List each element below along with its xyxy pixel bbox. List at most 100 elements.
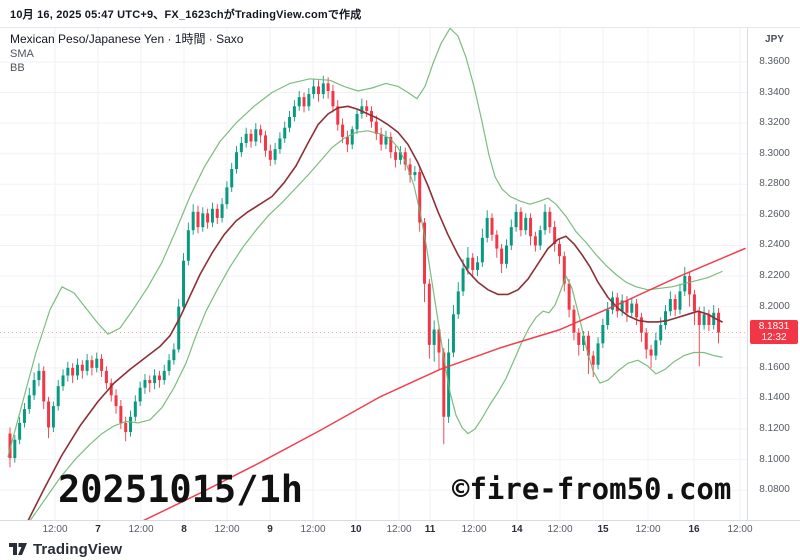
candle-body	[167, 360, 171, 371]
candle-body	[365, 106, 369, 111]
candle-body	[326, 83, 330, 92]
candle-body	[312, 86, 316, 95]
time-tick-label: 12:00	[635, 524, 661, 535]
symbol-title[interactable]: Mexican Peso/Japanese Yen · 1時間 · Saxo	[10, 32, 244, 46]
export-header-text: 10月 16, 2025 05:47 UTC+9、FX_1623chがTradi…	[10, 8, 362, 21]
time-tick-label: 9	[267, 524, 273, 535]
bollinger-lower-band	[29, 130, 723, 520]
candle-body	[673, 299, 677, 310]
time-tick-label: 12:00	[214, 524, 240, 535]
candle-body	[572, 309, 576, 333]
candle-body	[177, 306, 181, 350]
candle-body	[109, 383, 113, 396]
candle-body	[659, 325, 663, 341]
candle-body	[254, 129, 258, 142]
candle-body	[702, 314, 706, 326]
price-tick-label: 8.3200	[759, 117, 790, 129]
candle-body	[47, 401, 51, 428]
candle-body	[321, 83, 325, 95]
time-tick-label: 12:00	[300, 524, 326, 535]
candle-body	[601, 325, 605, 344]
candle-body	[13, 439, 17, 459]
candle-body	[138, 387, 142, 402]
time-tick-label: 7	[95, 524, 101, 535]
price-tick-label: 8.1000	[759, 453, 790, 465]
candle-body	[490, 217, 494, 235]
chart-plot-area[interactable]: Mexican Peso/Japanese Yen · 1時間 · Saxo S…	[0, 28, 747, 520]
candle-body	[500, 248, 504, 264]
price-tick-label: 8.2200	[759, 270, 790, 282]
candle-body	[654, 340, 658, 356]
tradingview-logo[interactable]: TradingView	[8, 541, 122, 558]
candle-body	[423, 222, 427, 284]
time-tick-label: 12:00	[128, 524, 154, 535]
candle-body	[133, 401, 137, 417]
candle-body	[186, 230, 190, 261]
candle-body	[389, 136, 393, 153]
candle-body	[249, 133, 253, 142]
time-tick-label: 12:00	[42, 524, 68, 535]
candle-body	[466, 257, 470, 269]
price-tick-label: 8.3000	[759, 147, 790, 159]
candle-body	[119, 406, 123, 423]
footer-bar: TradingView	[0, 538, 800, 560]
candle-body	[302, 97, 306, 107]
price-plot[interactable]	[0, 28, 747, 520]
candle-body	[201, 213, 205, 228]
candle-body	[553, 227, 557, 244]
time-tick-label: 10	[350, 524, 362, 535]
price-tick-label: 8.2000	[759, 300, 790, 312]
candle-body	[104, 370, 108, 384]
time-tick-label: 8	[181, 524, 187, 535]
price-tick-label: 8.3400	[759, 86, 790, 98]
candle-body	[37, 370, 41, 381]
candle-body	[27, 395, 31, 410]
time-axis[interactable]: 12:00 7 12:00 8 12:00 9 12:00 10 12:00 11 12:00 14 1…	[0, 520, 800, 540]
candle-body	[451, 314, 455, 353]
price-axis[interactable]: JPY 8.3600 8.3400 8.3200 8.3000 8.2800 8.2600…	[747, 28, 800, 538]
time-tick-label: 14	[511, 524, 523, 535]
candle-body	[688, 276, 692, 295]
candle-body	[639, 317, 643, 333]
candle-body	[225, 187, 229, 205]
candle-body	[606, 309, 610, 326]
tradingview-logo-icon	[9, 542, 27, 555]
candle-body	[297, 97, 301, 107]
candle-body	[172, 349, 176, 361]
candle-body	[114, 395, 118, 407]
price-tick-label: 8.2400	[759, 239, 790, 251]
candle-body	[697, 311, 701, 326]
candle-body	[644, 332, 648, 350]
chart-legend[interactable]: Mexican Peso/Japanese Yen · 1時間 · Saxo S…	[10, 32, 243, 75]
candle-body	[591, 355, 595, 365]
candle-body	[524, 217, 528, 231]
candle-body	[620, 300, 624, 312]
indicator-sma-label[interactable]: SMA	[10, 48, 34, 60]
indicator-bb-label[interactable]: BB	[10, 62, 25, 74]
time-tick-label: 12:00	[547, 524, 573, 535]
candle-body	[586, 335, 590, 356]
candle-body	[418, 172, 422, 223]
time-tick-label: 12:00	[386, 524, 412, 535]
last-price-tag: 8.1831 12:32	[750, 320, 798, 345]
candle-body	[32, 380, 36, 396]
candle-body	[519, 211, 523, 231]
candle-body	[403, 152, 407, 165]
candle-body	[427, 283, 431, 345]
candle-body	[307, 94, 311, 107]
candle-body	[471, 257, 475, 270]
candle-body	[273, 149, 277, 160]
candle-body	[408, 164, 412, 176]
candle-body	[630, 303, 634, 313]
candle-body	[480, 237, 484, 263]
candle-body	[80, 364, 84, 371]
candle-body	[384, 136, 388, 145]
candle-body	[625, 300, 629, 313]
price-tick-label: 8.2800	[759, 178, 790, 190]
candle-body	[543, 211, 547, 231]
candle-body	[379, 133, 383, 145]
candle-body	[557, 243, 561, 257]
candle-body	[635, 303, 639, 318]
candle-body	[476, 262, 480, 270]
price-tick-label: 8.1200	[759, 423, 790, 434]
